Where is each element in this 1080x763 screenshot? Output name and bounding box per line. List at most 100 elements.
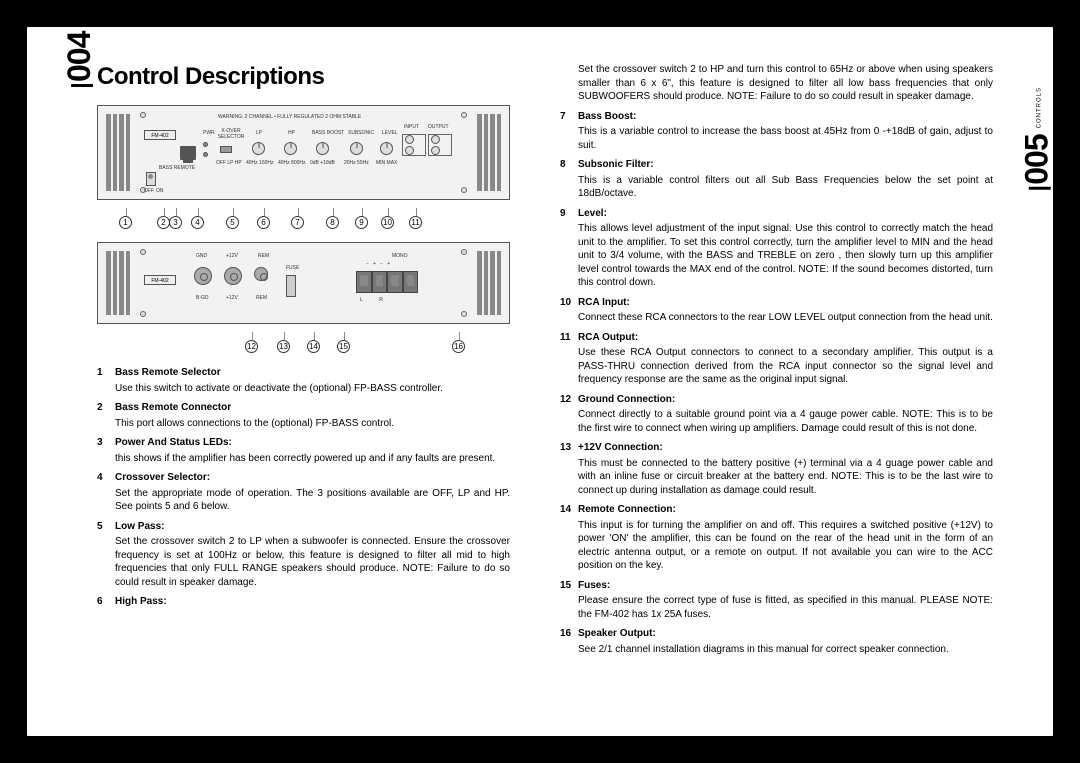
hp-knob xyxy=(284,142,297,155)
desc-item: 12 Ground Connection: Connect directly t… xyxy=(560,393,993,436)
off-label: OFF xyxy=(144,188,154,194)
desc-item: 4 Crossover Selector: Set the appropriat… xyxy=(97,471,510,514)
model-badge: FM-402 xyxy=(144,130,176,140)
hp-range: 40Hz 800Hz xyxy=(278,160,306,166)
lvl-knob xyxy=(380,142,393,155)
input-label: INPUT xyxy=(404,124,419,130)
desc-text: Please ensure the correct type of fuse i… xyxy=(578,594,993,621)
desc-item: 13 +12V Connection: This must be connect… xyxy=(560,441,993,497)
callout-num: 6 xyxy=(257,216,270,229)
bass-remote-switch xyxy=(146,172,156,186)
desc-text: This must be connected to the battery po… xyxy=(578,457,993,498)
12v-label: +12V xyxy=(226,253,238,259)
desc-num: 16 xyxy=(560,627,578,656)
bb-knob xyxy=(316,142,329,155)
callout-num: 9 xyxy=(355,216,368,229)
desc-item: 15 Fuses: Please ensure the correct type… xyxy=(560,579,993,622)
desc-text: See 2/1 channel installation diagrams in… xyxy=(578,643,993,657)
callout-num: 3 xyxy=(169,216,182,229)
pwr-label: PWR xyxy=(203,130,215,136)
desc-title: Power And Status LEDs: xyxy=(115,436,510,450)
lvl-label: LEVEL xyxy=(382,130,398,136)
desc-num: 3 xyxy=(97,436,115,465)
rem-label: REM xyxy=(258,253,269,259)
callout-num: 1 xyxy=(119,216,132,229)
gnd-terminal xyxy=(194,267,212,285)
desc-num: 8 xyxy=(560,158,578,201)
callout-num: 15 xyxy=(337,340,350,353)
fuse-label: FUSE xyxy=(286,265,299,271)
bass-remote-port xyxy=(180,146,196,160)
lvl-range: MIN MAX xyxy=(376,160,397,166)
callout-num: 12 xyxy=(245,340,258,353)
model-badge-2: FM-402 xyxy=(144,275,176,285)
speaker-terminals xyxy=(356,271,418,293)
desc-num: 6 xyxy=(97,595,115,611)
xover-switch xyxy=(220,146,232,153)
desc-item: 14 Remote Connection: This input is for … xyxy=(560,503,993,573)
desc-text: This is a variable control to increase t… xyxy=(578,125,993,152)
polarity-label: − + − + xyxy=(366,261,390,267)
sub-range: 20Hz 55Hz xyxy=(344,160,369,166)
desc-title: Level: xyxy=(578,207,993,221)
rem-label2: REM xyxy=(256,295,267,301)
lp-range: 40Hz 160Hz xyxy=(246,160,274,166)
desc-text: This is a variable control filters out a… xyxy=(578,174,993,201)
desc-title: Bass Remote Connector xyxy=(115,401,510,415)
callout-num: 5 xyxy=(226,216,239,229)
desc-num: 2 xyxy=(97,401,115,430)
xover-label: X-OVER SELECTOR xyxy=(216,128,246,140)
left-column: Control Descriptions FM-402 WARNING: 2 C… xyxy=(27,27,540,736)
mono-label: MONO xyxy=(392,253,408,259)
callout-num: 14 xyxy=(307,340,320,353)
callout-num: 13 xyxy=(277,340,290,353)
desc-item: 16 Speaker Output: See 2/1 channel insta… xyxy=(560,627,993,656)
callout-num: 16 xyxy=(452,340,465,353)
desc-title: Bass Remote Selector xyxy=(115,366,510,380)
desc-num: 15 xyxy=(560,579,578,622)
desc-title: RCA Output: xyxy=(578,331,993,345)
desc-item: 8 Subsonic Filter: This is a variable co… xyxy=(560,158,993,201)
desc-num: 10 xyxy=(560,296,578,325)
desc-text: Connect these RCA connectors to the rear… xyxy=(578,311,993,325)
desc-title: +12V Connection: xyxy=(578,441,993,455)
desc-item: 5 Low Pass: Set the crossover switch 2 t… xyxy=(97,520,510,590)
gnd-label: GND xyxy=(196,253,207,259)
desc-num: 1 xyxy=(97,366,115,395)
desc-text: Use this switch to activate or deactivat… xyxy=(115,382,510,396)
desc-item: 11 RCA Output: Use these RCA Output conn… xyxy=(560,331,993,387)
bottom-callouts: 12 13 14 15 16 xyxy=(97,332,510,356)
desc-num: 12 xyxy=(560,393,578,436)
channel-label: L R xyxy=(360,297,383,303)
desc-num: 7 xyxy=(560,110,578,153)
section-label-left: CONTROLS xyxy=(79,24,85,26)
desc-text: this shows if the amplifier has been cor… xyxy=(115,452,510,466)
desc-num: 14 xyxy=(560,503,578,573)
callout-num: 10 xyxy=(381,216,394,229)
desc-num: 11 xyxy=(560,331,578,387)
desc-title: Ground Connection: xyxy=(578,393,993,407)
desc-title: Low Pass: xyxy=(115,520,510,534)
output-label: OUTPUT xyxy=(428,124,449,130)
xover-pos: OFF LP HP xyxy=(216,160,242,166)
12v-label2: +12V xyxy=(226,295,238,301)
top-callouts: 1234567891011 xyxy=(97,208,510,232)
callout-num: 4 xyxy=(191,216,204,229)
sub-knob xyxy=(350,142,363,155)
desc-item: 2 Bass Remote Connector This port allows… xyxy=(97,401,510,430)
pwr-led xyxy=(203,142,208,147)
page-title: Control Descriptions xyxy=(97,63,510,91)
desc-title: Speaker Output: xyxy=(578,627,993,641)
desc-item: 7 Bass Boost: This is a variable control… xyxy=(560,110,993,153)
desc-text: Set the appropriate mode of operation. T… xyxy=(115,487,510,514)
desc-item: 6 High Pass: xyxy=(97,595,510,611)
desc-item: 3 Power And Status LEDs: this shows if t… xyxy=(97,436,510,465)
desc-text: Set the crossover switch 2 to LP when a … xyxy=(115,535,510,589)
rca-output-group xyxy=(428,134,452,156)
right-column: Set the crossover switch 2 to HP and tur… xyxy=(540,27,1053,736)
hp-label: HP xyxy=(288,130,295,136)
desc-title: High Pass: xyxy=(115,595,510,609)
lp-label: LP xyxy=(256,130,262,136)
desc-num: 5 xyxy=(97,520,115,590)
desc-text: Use these RCA Output connectors to conne… xyxy=(578,346,993,387)
